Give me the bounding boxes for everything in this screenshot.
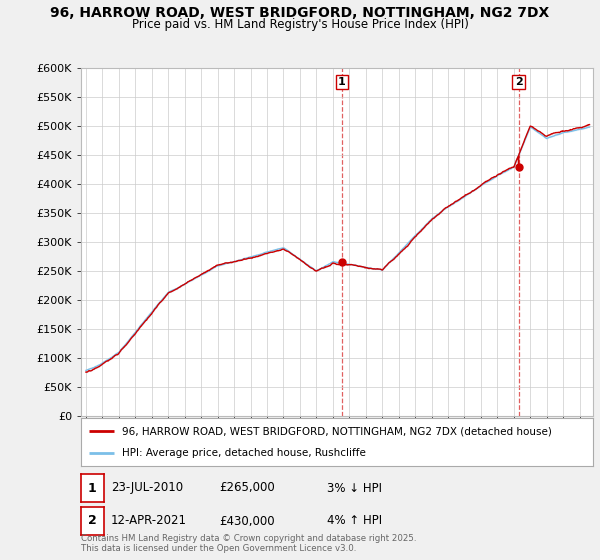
Text: 1: 1 [88,482,97,494]
Text: 1: 1 [338,77,346,87]
Text: 2: 2 [88,515,97,528]
Text: Price paid vs. HM Land Registry's House Price Index (HPI): Price paid vs. HM Land Registry's House … [131,18,469,31]
Text: HPI: Average price, detached house, Rushcliffe: HPI: Average price, detached house, Rush… [122,448,366,458]
Text: £430,000: £430,000 [219,515,275,528]
Text: Contains HM Land Registry data © Crown copyright and database right 2025.
This d: Contains HM Land Registry data © Crown c… [81,534,416,553]
Text: 2: 2 [515,77,523,87]
Text: 4% ↑ HPI: 4% ↑ HPI [327,515,382,528]
Text: 23-JUL-2010: 23-JUL-2010 [111,482,183,494]
Text: 96, HARROW ROAD, WEST BRIDGFORD, NOTTINGHAM, NG2 7DX (detached house): 96, HARROW ROAD, WEST BRIDGFORD, NOTTING… [122,426,552,436]
Text: 96, HARROW ROAD, WEST BRIDGFORD, NOTTINGHAM, NG2 7DX: 96, HARROW ROAD, WEST BRIDGFORD, NOTTING… [50,6,550,20]
Text: £265,000: £265,000 [219,482,275,494]
Text: 3% ↓ HPI: 3% ↓ HPI [327,482,382,494]
Text: 12-APR-2021: 12-APR-2021 [111,515,187,528]
